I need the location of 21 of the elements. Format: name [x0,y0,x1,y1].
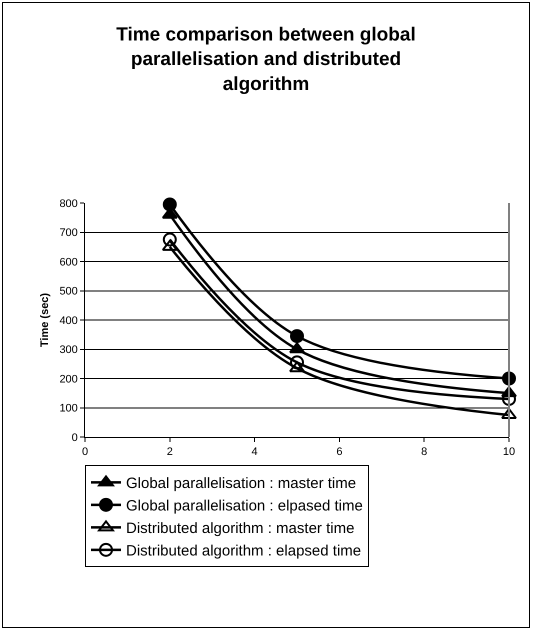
x-tick-label: 4 [252,446,258,458]
y-tick-label: 600 [59,256,78,268]
legend-label: Global parallelisation : elpased time [126,498,363,515]
y-tick-label: 800 [59,198,78,210]
x-tick-label: 2 [166,446,173,458]
y-tick-label: 100 [59,402,78,415]
x-tick-label: 10 [502,446,516,458]
legend-label: Distributed algorithm : elapsed time [126,542,362,560]
y-tick-label: 0 [72,432,78,444]
x-tick-label: 6 [336,446,342,458]
y-tick-label: 200 [59,373,78,386]
x-tick-label: 0 [82,446,88,458]
legend-label: Distributed algorithm : master time [126,520,354,538]
y-tick-label: 700 [59,227,78,240]
y-tick-label: 500 [59,286,78,298]
legend-label: Global parallelisation : master time [126,475,356,492]
y-tick-label: 300 [59,344,78,356]
y-axis-title: Time (sec) [39,292,52,348]
chart-title: Time comparison between global parallelisation and distributed algorithm [116,24,416,95]
x-tick-label: 8 [421,446,428,458]
y-tick-label: 400 [59,314,78,327]
